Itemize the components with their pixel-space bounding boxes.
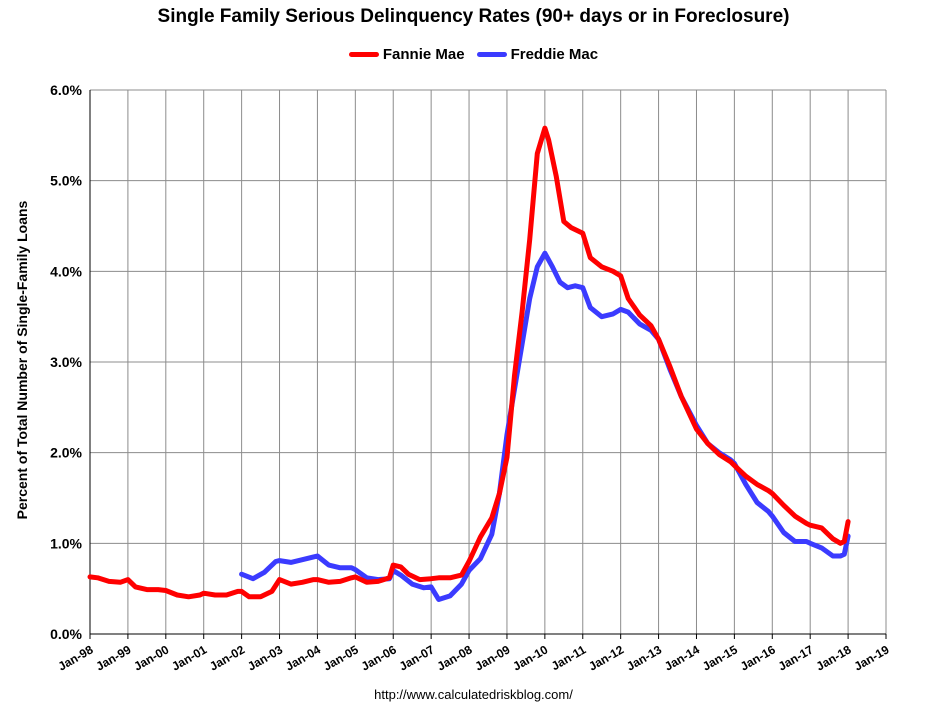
x-tick-label: Jan-17	[776, 642, 816, 673]
x-tick-label: Jan-98	[56, 642, 96, 673]
x-tick-label: Jan-06	[359, 642, 399, 673]
x-tick-label: Jan-07	[397, 642, 437, 673]
x-tick-label: Jan-99	[93, 642, 133, 673]
x-tick-label: Jan-19	[852, 642, 892, 673]
x-tick-label: Jan-03	[245, 642, 285, 673]
legend-label-fannie-mae: Fannie Mae	[382, 46, 465, 63]
x-tick-label: Jan-05	[321, 642, 361, 673]
y-tick-label: 6.0%	[50, 82, 82, 98]
x-tick-label: Jan-14	[662, 642, 702, 673]
y-tick-label: 2.0%	[50, 445, 82, 461]
chart-legend: Fannie Mae Freddie Mac	[0, 46, 947, 63]
x-tick-label: Jan-10	[510, 642, 550, 673]
legend-swatch-freddie-mac	[476, 52, 507, 57]
x-tick-label: Jan-01	[169, 642, 209, 673]
x-tick-label: Jan-13	[624, 642, 664, 673]
legend-label-freddie-mac: Freddie Mac	[510, 46, 599, 63]
y-tick-label: 3.0%	[50, 354, 82, 370]
x-tick-label: Jan-00	[131, 642, 171, 673]
y-tick-label: 0.0%	[50, 626, 82, 642]
x-tick-label: Jan-16	[738, 642, 778, 673]
y-tick-label: 4.0%	[50, 263, 82, 279]
legend-item-freddie-mac: Freddie Mac	[476, 46, 599, 63]
x-tick-label: Jan-09	[473, 642, 513, 673]
legend-swatch-fannie-mae	[348, 52, 379, 57]
x-tick-label: Jan-15	[700, 642, 740, 673]
x-tick-label: Jan-02	[207, 642, 247, 673]
x-tick-label: Jan-18	[814, 642, 854, 673]
series-line-freddie-mac	[239, 250, 851, 602]
x-tick-label: Jan-04	[283, 642, 323, 673]
y-tick-label: 1.0%	[50, 535, 82, 551]
series-line-fannie-mae	[87, 125, 851, 600]
y-tick-label: 5.0%	[50, 173, 82, 189]
source-url: http://www.calculatedriskblog.com/	[374, 687, 573, 702]
x-tick-label: Jan-12	[586, 642, 626, 673]
legend-item-fannie-mae: Fannie Mae	[348, 46, 465, 63]
chart-title: Single Family Serious Delinquency Rates …	[157, 6, 790, 27]
x-tick-label: Jan-11	[549, 642, 589, 673]
x-tick-label: Jan-08	[435, 642, 475, 673]
